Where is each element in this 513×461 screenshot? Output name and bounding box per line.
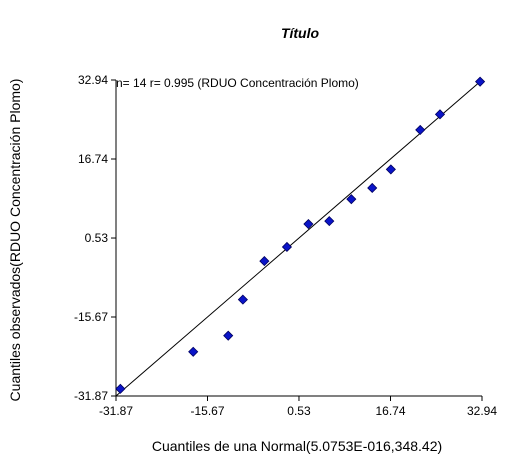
data-point: [385, 164, 396, 175]
y-tick-label: 16.74: [78, 152, 108, 166]
x-tick-label: 16.74: [375, 404, 405, 418]
plot-area: -31.87 -15.67 0.53 16.74 32.94 -31.87 -15.67 0…: [74, 73, 497, 418]
data-point: [259, 256, 270, 267]
y-axis-label: Cuantiles observados(RDUO Concentración …: [7, 79, 23, 402]
x-tick-label: -31.87: [99, 404, 133, 418]
y-axis-ticks: -31.87 -15.67 0.53 16.74 32.94: [74, 73, 116, 403]
data-point: [115, 383, 126, 394]
reference-line: [115, 79, 483, 397]
y-tick-label: 0.53: [85, 231, 109, 245]
x-axis-ticks: -31.87 -15.67 0.53 16.74 32.94: [99, 396, 497, 418]
y-tick-label: 32.94: [78, 73, 108, 87]
data-point: [367, 182, 378, 194]
data-point: [346, 194, 357, 205]
data-point: [303, 218, 314, 230]
data-point: [281, 241, 293, 253]
x-tick-label: -15.67: [190, 404, 224, 418]
data-points: [115, 76, 486, 394]
chart-title: Título: [281, 25, 320, 41]
data-point: [475, 76, 486, 87]
y-tick-label: -15.67: [74, 310, 108, 324]
x-tick-label: 0.53: [287, 404, 311, 418]
data-point: [237, 294, 248, 305]
y-tick-label: -31.87: [74, 389, 108, 403]
data-point: [188, 346, 199, 357]
x-tick-label: 32.94: [467, 404, 497, 418]
data-point: [324, 216, 335, 227]
data-point: [434, 109, 446, 120]
data-point: [223, 330, 234, 341]
x-axis-label: Cuantiles de una Normal(5.0753E-016,348.…: [152, 438, 442, 454]
stats-annotation: n= 14 r= 0.995 (RDUO Concentración Plomo…: [116, 76, 359, 90]
data-point: [415, 124, 426, 135]
